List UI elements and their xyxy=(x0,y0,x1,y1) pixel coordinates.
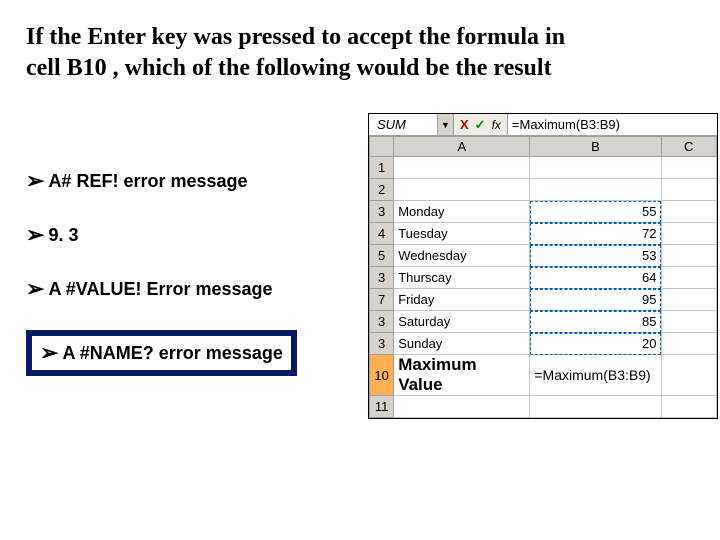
option-d-correct[interactable]: ➢ A #NAME? error message xyxy=(26,330,297,376)
cell-b[interactable]: 95 xyxy=(530,289,661,311)
table-row: 2 xyxy=(370,179,717,201)
row-header[interactable]: 3 xyxy=(370,311,394,333)
table-row: 3Thurscay64 xyxy=(370,267,717,289)
table-row: 7Friday95 xyxy=(370,289,717,311)
option-label: A #VALUE! Error message xyxy=(48,279,272,300)
table-row: 3Saturday85 xyxy=(370,311,717,333)
option-c[interactable]: ➢ A #VALUE! Error message xyxy=(26,276,297,302)
cell-c11[interactable] xyxy=(661,396,717,418)
cell-c[interactable] xyxy=(661,245,717,267)
row-header-11[interactable]: 11 xyxy=(370,396,394,418)
table-row: 3Monday55 xyxy=(370,201,717,223)
row-header[interactable]: 1 xyxy=(370,157,394,179)
row-header[interactable]: 5 xyxy=(370,245,394,267)
option-label: 9. 3 xyxy=(48,225,78,246)
cell-a[interactable]: Monday xyxy=(394,201,530,223)
cell-c[interactable] xyxy=(661,267,717,289)
row-header[interactable]: 4 xyxy=(370,223,394,245)
cell-b10[interactable]: =Maximum(B3:B9) xyxy=(530,355,661,396)
column-headers: A B C xyxy=(370,137,717,157)
table-row: 5Wednesday53 xyxy=(370,245,717,267)
cell-c[interactable] xyxy=(661,333,717,355)
chevron-icon: ➢ xyxy=(26,222,44,248)
cell-a10[interactable]: Maximum Value xyxy=(394,355,530,396)
option-label: A# REF! error message xyxy=(48,171,247,192)
cell-b[interactable]: 53 xyxy=(530,245,661,267)
row-header[interactable]: 3 xyxy=(370,333,394,355)
formula-text: =Maximum(B3:B9) xyxy=(512,117,620,132)
col-header-b[interactable]: B xyxy=(530,137,661,157)
cell-a[interactable]: Sunday xyxy=(394,333,530,355)
row-10: 10 Maximum Value =Maximum(B3:B9) xyxy=(370,355,717,396)
cell-a[interactable] xyxy=(394,179,530,201)
cell-a[interactable] xyxy=(394,157,530,179)
cell-c[interactable] xyxy=(661,179,717,201)
cell-b[interactable]: 64 xyxy=(530,267,661,289)
table-row: 4Tuesday72 xyxy=(370,223,717,245)
cell-a[interactable]: Wednesday xyxy=(394,245,530,267)
cell-c[interactable] xyxy=(661,223,717,245)
formula-input[interactable]: =Maximum(B3:B9) xyxy=(508,114,717,135)
formula-buttons: X ✓ fx xyxy=(454,114,508,135)
cell-c[interactable] xyxy=(661,157,717,179)
table-row: 1 xyxy=(370,157,717,179)
cell-b[interactable]: 72 xyxy=(530,223,661,245)
col-header-a[interactable]: A xyxy=(394,137,530,157)
row-header[interactable]: 3 xyxy=(370,201,394,223)
formula-bar: SUM ▼ X ✓ fx =Maximum(B3:B9) xyxy=(369,114,717,136)
chevron-icon: ➢ xyxy=(40,340,58,366)
table-row: 3Sunday20 xyxy=(370,333,717,355)
dropdown-icon[interactable]: ▼ xyxy=(437,114,453,135)
cell-c[interactable] xyxy=(661,289,717,311)
select-all-corner[interactable] xyxy=(370,137,394,157)
option-label: A #NAME? error message xyxy=(62,343,282,364)
options-list: ➢ A# REF! error message ➢ 9. 3 ➢ A #VALU… xyxy=(26,168,297,404)
row-header[interactable]: 2 xyxy=(370,179,394,201)
option-a[interactable]: ➢ A# REF! error message xyxy=(26,168,297,194)
accept-icon[interactable]: ✓ xyxy=(475,117,486,133)
col-header-c[interactable]: C xyxy=(661,137,717,157)
cell-b[interactable]: 55 xyxy=(530,201,661,223)
cell-c10[interactable] xyxy=(661,355,717,396)
option-b[interactable]: ➢ 9. 3 xyxy=(26,222,297,248)
cell-b[interactable]: 85 xyxy=(530,311,661,333)
row-header[interactable]: 3 xyxy=(370,267,394,289)
cell-b[interactable] xyxy=(530,179,661,201)
name-box[interactable]: SUM ▼ xyxy=(369,114,454,135)
row-header-10[interactable]: 10 xyxy=(370,355,394,396)
cell-a11[interactable] xyxy=(394,396,530,418)
cell-b[interactable] xyxy=(530,157,661,179)
row-header[interactable]: 7 xyxy=(370,289,394,311)
cell-a[interactable]: Thurscay xyxy=(394,267,530,289)
cell-a[interactable]: Saturday xyxy=(394,311,530,333)
cell-b[interactable]: 20 xyxy=(530,333,661,355)
excel-screenshot: SUM ▼ X ✓ fx =Maximum(B3:B9) A B C 123Mo… xyxy=(368,113,718,419)
chevron-icon: ➢ xyxy=(26,276,44,302)
question-block: If the Enter key was pressed to accept t… xyxy=(26,22,566,84)
fx-icon[interactable]: fx xyxy=(492,118,501,132)
spreadsheet-grid: A B C 123Monday554Tuesday725Wednesday533… xyxy=(369,136,717,418)
cell-a[interactable]: Friday xyxy=(394,289,530,311)
cell-b11[interactable] xyxy=(530,396,661,418)
cell-c[interactable] xyxy=(661,201,717,223)
cell-a[interactable]: Tuesday xyxy=(394,223,530,245)
question-text: If the Enter key was pressed to accept t… xyxy=(26,22,566,84)
cancel-icon[interactable]: X xyxy=(460,117,469,132)
row-11: 11 xyxy=(370,396,717,418)
name-box-value: SUM xyxy=(377,117,406,132)
cell-c[interactable] xyxy=(661,311,717,333)
chevron-icon: ➢ xyxy=(26,168,44,194)
